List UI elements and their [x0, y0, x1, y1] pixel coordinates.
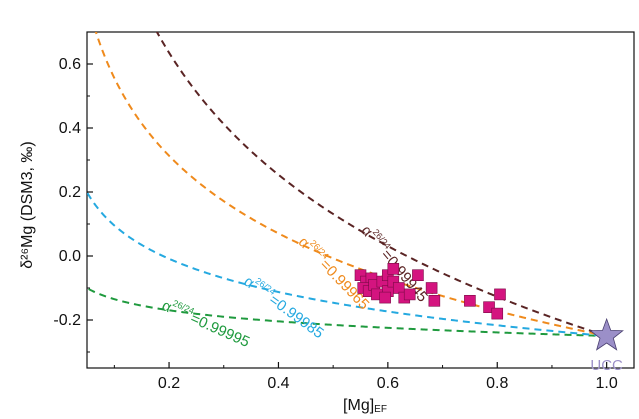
y-axis: -0.2 0.0 0.2 0.4 0.6	[53, 56, 93, 353]
x-tick-label: 0.4	[267, 375, 289, 392]
plot-frame	[86, 31, 635, 369]
x-tick-label: 0.8	[486, 375, 508, 392]
curve-label: α26/24=0.99985	[241, 271, 329, 343]
data-point	[494, 288, 506, 301]
curve-alpha-0.99985	[87, 190, 607, 337]
data-point	[425, 282, 438, 294]
y-tick-label: -0.2	[53, 312, 81, 329]
x-tick-label: 1.0	[596, 375, 618, 392]
x-axis: 0.2 0.4 0.6 0.8 1.0	[113, 362, 618, 392]
ucc-star-marker	[589, 317, 624, 351]
data-point	[379, 291, 391, 304]
curve-alpha-0.99945	[155, 32, 607, 337]
data-point	[491, 307, 504, 320]
plot-area: α26/24=0.99995α26/24=0.99985α26/24=0.999…	[86, 31, 635, 374]
curve-label: α26/24=0.99995	[159, 294, 253, 351]
x-tick-label: 0.6	[377, 375, 399, 392]
data-point	[387, 262, 400, 275]
data-point	[428, 294, 441, 307]
curve-alpha-0.99995	[87, 286, 607, 337]
y-tick-label: 0.6	[59, 56, 81, 73]
data-point	[483, 301, 495, 314]
x-axis-label: [Mg]EF	[343, 397, 387, 415]
y-axis-label: δ²⁶Mg (DSM3, ‰)	[19, 141, 36, 269]
data-point	[403, 288, 416, 301]
data-point	[412, 269, 424, 282]
x-tick-label: 0.2	[158, 375, 180, 392]
curve-alpha-0.99965	[94, 32, 607, 337]
data-point	[464, 294, 476, 307]
y-tick-label: 0.0	[59, 248, 81, 265]
y-tick-label: 0.2	[59, 184, 81, 201]
y-tick-label: 0.4	[59, 120, 81, 137]
